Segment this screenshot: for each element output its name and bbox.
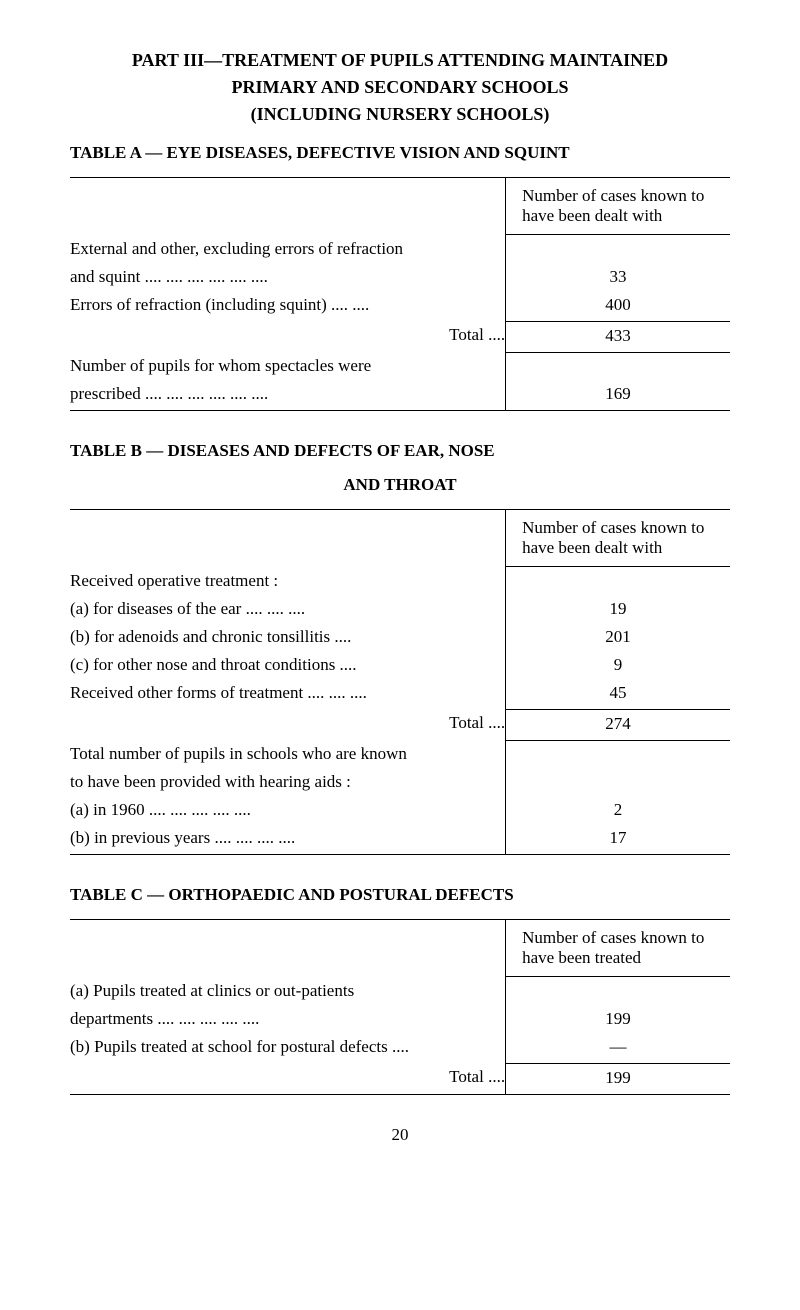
table-value: 201: [506, 623, 730, 651]
total-label: Total ....: [70, 321, 506, 352]
table-b-heading: TABLE B — DISEASES AND DEFECTS OF EAR, N…: [70, 441, 730, 461]
table-value: 169: [506, 380, 730, 411]
table-row: prescribed .... .... .... .... .... ....: [70, 380, 506, 411]
table-row: to have been provided with hearing aids …: [70, 768, 506, 796]
part-subtitle-1: PRIMARY AND SECONDARY SCHOOLS: [70, 77, 730, 98]
table-b-subheading: AND THROAT: [70, 475, 730, 495]
table-row: Received other forms of treatment .... .…: [70, 679, 506, 710]
table-value: 17: [506, 824, 730, 855]
total-value: 199: [506, 1063, 730, 1094]
table-row: (a) Pupils treated at clinics or out-pat…: [70, 977, 506, 1005]
table-value: 45: [506, 679, 730, 710]
total-label: Total ....: [70, 1063, 506, 1094]
table-row: External and other, excluding errors of …: [70, 235, 506, 263]
table-a: Number of cases known to have been dealt…: [70, 177, 730, 411]
table-value: 2: [506, 796, 730, 824]
table-row: Number of pupils for whom spectacles wer…: [70, 352, 506, 380]
table-a-col-header: Number of cases known to have been dealt…: [506, 178, 730, 235]
table-row: (b) for adenoids and chronic tonsillitis…: [70, 623, 506, 651]
table-value: 9: [506, 651, 730, 679]
table-row: Errors of refraction (including squint) …: [70, 291, 506, 322]
table-row: (c) for other nose and throat conditions…: [70, 651, 506, 679]
table-row: departments .... .... .... .... ....: [70, 1005, 506, 1033]
table-b-col-header: Number of cases known to have been dealt…: [506, 510, 730, 567]
table-row: and squint .... .... .... .... .... ....: [70, 263, 506, 291]
table-c-heading: TABLE C — ORTHOPAEDIC AND POSTURAL DEFEC…: [70, 885, 730, 905]
part-title: PART III—TREATMENT OF PUPILS ATTENDING M…: [70, 50, 730, 71]
table-value: 199: [506, 1005, 730, 1033]
table-value: 19: [506, 595, 730, 623]
total-label: Total ....: [70, 709, 506, 740]
table-value: —: [506, 1033, 730, 1064]
table-a-heading: TABLE A — EYE DISEASES, DEFECTIVE VISION…: [70, 143, 730, 163]
table-row: Received operative treatment :: [70, 567, 506, 595]
table-row: (a) in 1960 .... .... .... .... ....: [70, 796, 506, 824]
table-b: Number of cases known to have been dealt…: [70, 509, 730, 855]
total-value: 433: [506, 321, 730, 352]
table-row: (a) for diseases of the ear .... .... ..…: [70, 595, 506, 623]
part-subtitle-2: (INCLUDING NURSERY SCHOOLS): [70, 104, 730, 125]
total-value: 274: [506, 709, 730, 740]
table-row: (b) in previous years .... .... .... ...…: [70, 824, 506, 855]
table-c: Number of cases known to have been treat…: [70, 919, 730, 1095]
table-value: 400: [506, 291, 730, 322]
table-c-col-header: Number of cases known to have been treat…: [506, 920, 730, 977]
table-row: Total number of pupils in schools who ar…: [70, 740, 506, 768]
table-row: (b) Pupils treated at school for postura…: [70, 1033, 506, 1064]
page-number: 20: [70, 1125, 730, 1145]
table-value: 33: [506, 263, 730, 291]
